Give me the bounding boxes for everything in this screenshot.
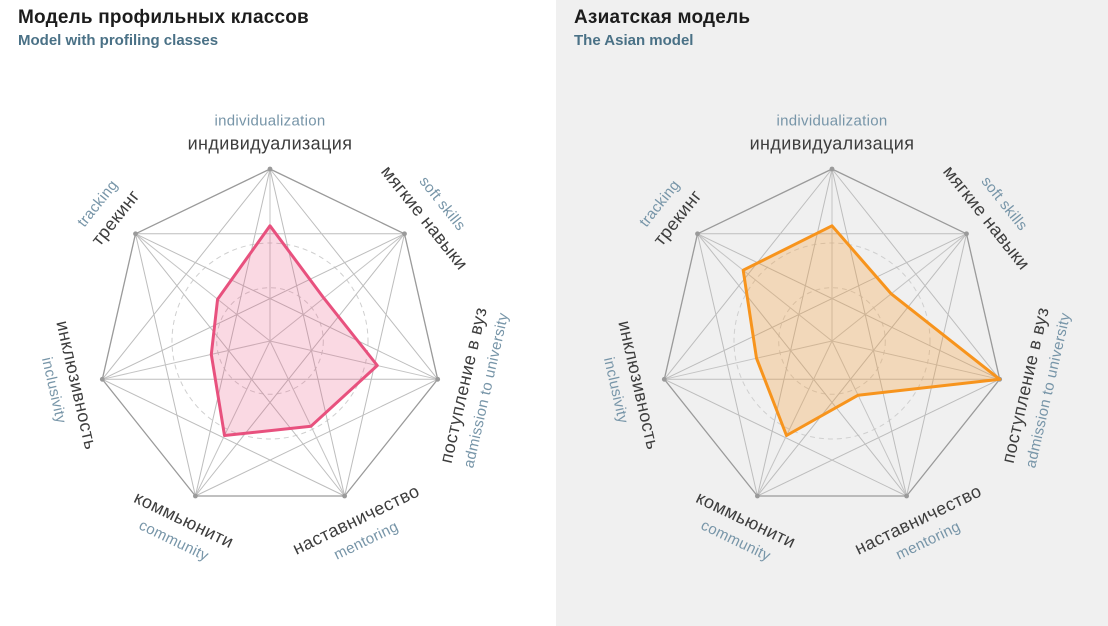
grid-outline <box>697 168 833 235</box>
grid-vertex-dot <box>267 166 273 172</box>
grid-vertex-dot <box>904 493 909 499</box>
grid-chord <box>831 168 908 497</box>
grid-chord <box>195 233 405 497</box>
grid-vertex-dot <box>964 231 969 237</box>
axis-label-en: individualization <box>214 112 325 129</box>
grid-spoke <box>697 233 833 342</box>
panel-asian-model: Азиатская модель The Asian model индивид… <box>556 0 1108 626</box>
grid-outline <box>403 233 439 380</box>
grid-spoke <box>664 340 833 380</box>
grid-outline <box>269 168 405 235</box>
grid-outline <box>101 378 196 497</box>
grid-spoke <box>135 233 271 342</box>
grid-chord <box>135 233 438 380</box>
grid-spoke <box>269 340 346 497</box>
page-subtitle-right: The Asian model <box>574 32 694 49</box>
grid-ring <box>778 287 886 395</box>
grid-outline <box>831 168 967 235</box>
grid-vertex-dot <box>755 493 760 499</box>
grid-chord <box>135 233 345 497</box>
page-title-right: Азиатская модель <box>574 7 751 28</box>
page-title: Модель профильных классов <box>18 7 309 28</box>
axis-label-ru: индивидуализация <box>188 133 353 153</box>
grid-spoke <box>269 233 405 342</box>
grid-vertex-dot <box>342 493 347 499</box>
grid-spoke <box>194 340 271 497</box>
grid-spoke <box>831 340 1000 380</box>
grid-vertex-dot <box>829 166 835 172</box>
data-polygon <box>741 224 1002 437</box>
page-subtitle: Model with profiling classes <box>18 32 219 49</box>
grid-chord <box>697 233 1000 380</box>
grid-chord <box>194 168 271 497</box>
grid-vertex-dot <box>133 231 138 237</box>
grid-vertex-dot <box>99 376 105 382</box>
grid-chord <box>697 233 907 497</box>
panel-header-left: Модель профильных классов Model with pro… <box>0 0 540 54</box>
grid-vertex-dot <box>193 493 198 499</box>
axis-label-ru: индивидуализация <box>750 133 915 153</box>
grid-outline <box>101 233 137 380</box>
panel-header-right: Азиатская модель The Asian model <box>556 0 1108 54</box>
grid-chord <box>102 233 405 380</box>
grid-chord <box>664 233 967 380</box>
grid-spoke <box>269 340 438 380</box>
data-polygon <box>209 224 379 437</box>
grid-chord <box>269 168 346 497</box>
axis-label-en: individualization <box>776 112 887 129</box>
grid-vertex-dot <box>402 231 407 237</box>
panel-profiling-model: Модель профильных классов Model with pro… <box>0 0 540 626</box>
grid-spoke <box>831 233 967 342</box>
radar-chart-asian: индивидуализацияindividualizationмягкие … <box>600 112 1074 565</box>
grid-outline <box>135 168 271 235</box>
radar-chart-profiling: индивидуализацияindividualizationмягкие … <box>38 112 512 565</box>
grid-chord <box>756 168 833 497</box>
grid-vertex-dot <box>435 376 441 382</box>
grid-spoke <box>831 340 908 497</box>
grid-outline <box>906 378 1001 497</box>
grid-outline <box>344 378 439 497</box>
grid-chord <box>757 233 967 497</box>
grid-ring <box>216 287 324 395</box>
grid-vertex-dot <box>661 376 667 382</box>
grid-vertex-dot <box>695 231 700 237</box>
panel-divider <box>540 0 556 626</box>
grid-outline <box>663 378 758 497</box>
grid-outline <box>965 233 1001 380</box>
grid-outline <box>663 233 699 380</box>
grid-spoke <box>102 340 271 380</box>
grid-spoke <box>756 340 833 497</box>
